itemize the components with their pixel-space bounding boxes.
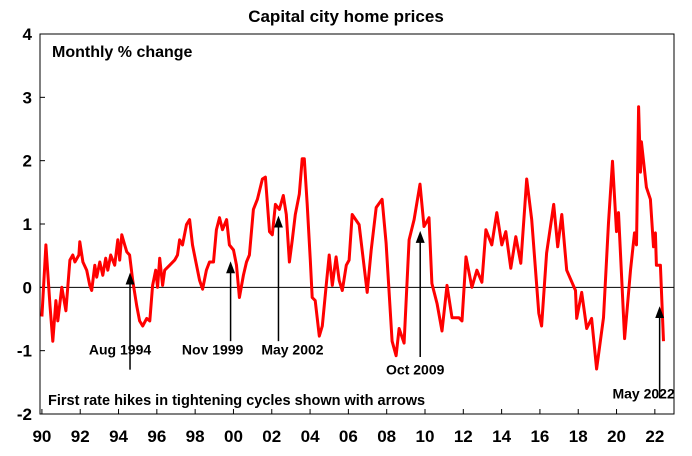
x-tick-label: 06 xyxy=(339,427,358,446)
series-line-monthly-change xyxy=(40,105,665,371)
y-axis-label: Monthly % change xyxy=(52,44,193,61)
annotation-label: Oct 2009 xyxy=(386,362,445,378)
x-tick-label: 94 xyxy=(109,427,128,446)
footnote: First rate hikes in tightening cycles sh… xyxy=(48,393,425,409)
annotation-label: Nov 1999 xyxy=(182,341,244,357)
x-tick-label: 18 xyxy=(569,427,588,446)
x-tick-label: 16 xyxy=(530,427,549,446)
y-tick-label: -2 xyxy=(17,405,32,424)
y-tick-label: 2 xyxy=(23,152,32,171)
annotation-label: May 2022 xyxy=(612,386,674,402)
x-tick-label: 08 xyxy=(377,427,396,446)
y-tick-label: 3 xyxy=(23,88,32,107)
annotation-label: May 2002 xyxy=(261,341,323,357)
x-tick-label: 98 xyxy=(186,427,205,446)
x-tick-label: 22 xyxy=(645,427,664,446)
x-tick-label: 04 xyxy=(301,427,320,446)
x-tick-label: 02 xyxy=(262,427,281,446)
x-tick-label: 92 xyxy=(71,427,90,446)
chart-title: Capital city home prices xyxy=(248,7,444,26)
x-tick-label: 90 xyxy=(32,427,51,446)
y-tick-label: 0 xyxy=(23,278,32,297)
x-tick-label: 10 xyxy=(416,427,435,446)
x-tick-label: 20 xyxy=(607,427,626,446)
x-tick-label: 00 xyxy=(224,427,243,446)
x-tick-label: 96 xyxy=(147,427,166,446)
y-tick-label: -1 xyxy=(17,342,32,361)
annotation-label: Aug 1994 xyxy=(89,341,151,357)
x-tick-label: 12 xyxy=(454,427,473,446)
y-tick-label: 1 xyxy=(23,215,32,234)
x-tick-label: 14 xyxy=(492,427,511,446)
y-tick-label: 4 xyxy=(23,25,33,44)
